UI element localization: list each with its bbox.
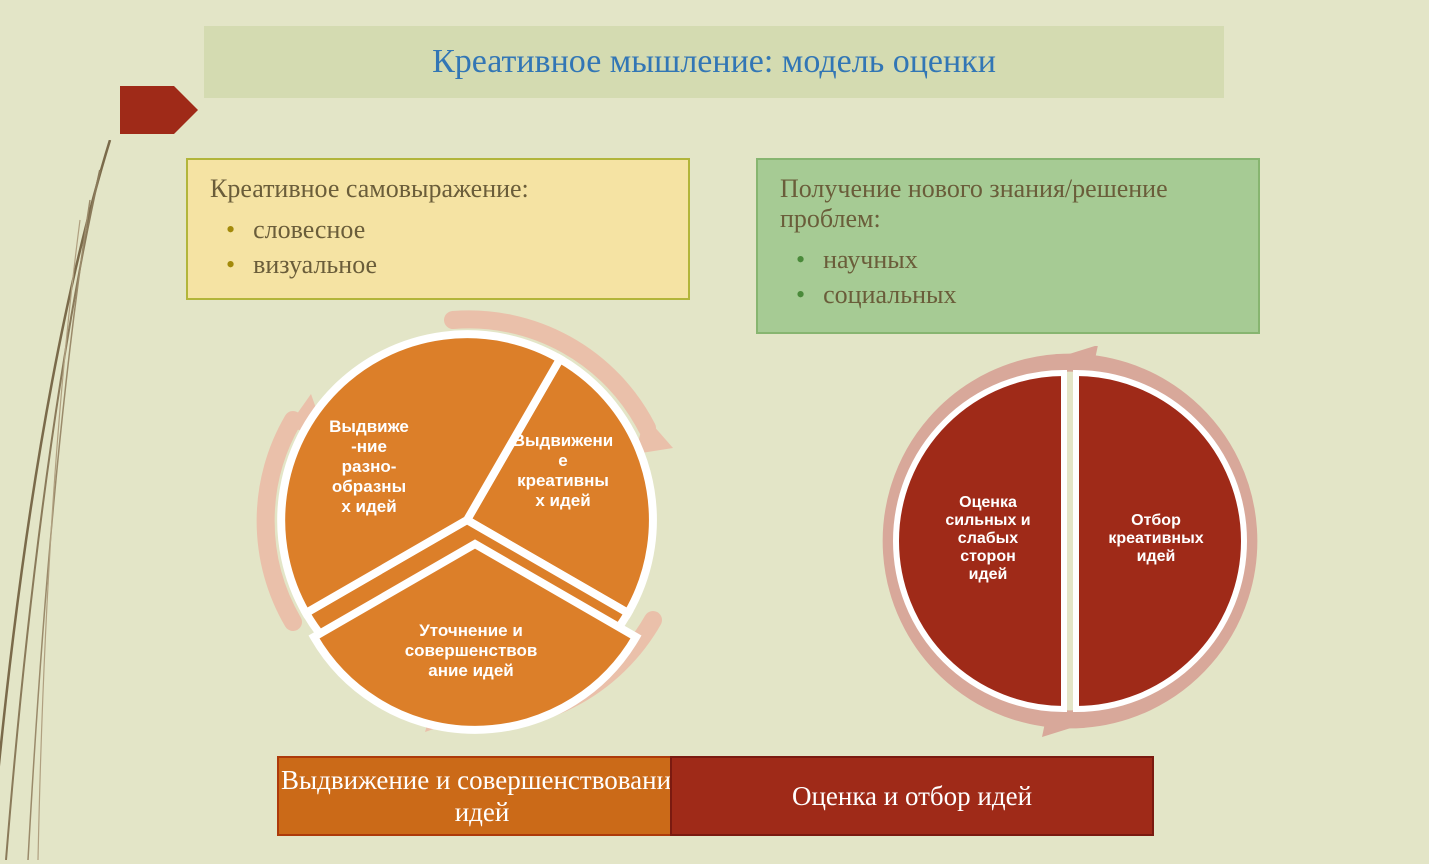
- segment-label: ание идей: [428, 661, 514, 680]
- right-cycle-diagram: Оценка сильных и слабых сторон идей Отбо…: [870, 346, 1270, 746]
- segment-label: Оценка: [959, 494, 1017, 511]
- segment-label: креативны: [517, 471, 609, 490]
- segment-label: слабых: [958, 530, 1019, 547]
- segment-label: сильных и: [945, 512, 1030, 529]
- segment-label: идей: [969, 566, 1008, 583]
- segment-label: Отбор: [1131, 512, 1181, 529]
- right-box-item: социальных: [796, 277, 1236, 312]
- right-box-item: научных: [796, 242, 1236, 277]
- right-category-box: Получение нового знания/решение проблем:…: [756, 158, 1260, 334]
- segment-label: -ние: [351, 437, 387, 456]
- title-bar: Креативное мышление: модель оценки: [204, 26, 1224, 98]
- segment-label: х идей: [535, 491, 590, 510]
- left-box-heading: Креативное самовыражение:: [210, 174, 666, 204]
- segment-label: креативных: [1108, 530, 1203, 547]
- left-box-item: словесное: [226, 212, 666, 247]
- arrow-pentagon-icon: [120, 86, 198, 134]
- bottom-right-label: Оценка и отбор идей: [792, 780, 1032, 812]
- left-category-box: Креативное самовыражение: словесное визу…: [186, 158, 690, 300]
- segment-label: идей: [1137, 548, 1176, 565]
- bottom-left-label: Выдвижение и совершенствование идей: [279, 764, 685, 829]
- segment-label: Уточнение и: [419, 621, 523, 640]
- bottom-box-right: Оценка и отбор идей: [670, 756, 1154, 836]
- segment-label: сторон: [960, 548, 1016, 565]
- right-box-heading: Получение нового знания/решение проблем:: [780, 174, 1236, 234]
- segment-label: Выдвижени: [513, 431, 614, 450]
- left-cycle-diagram: Выдвиже -ние разно- образны х идей Выдви…: [242, 310, 712, 760]
- bottom-box-left: Выдвижение и совершенствование идей: [277, 756, 687, 836]
- page-title: Креативное мышление: модель оценки: [432, 43, 996, 81]
- segment-label: х идей: [341, 497, 396, 516]
- segment-label: образны: [332, 477, 406, 496]
- segment-label: совершенствов: [405, 641, 538, 660]
- segment-label: разно-: [342, 457, 397, 476]
- segment-label: Выдвиже: [329, 417, 409, 436]
- segment-label: е: [558, 451, 567, 470]
- left-box-item: визуальное: [226, 247, 666, 282]
